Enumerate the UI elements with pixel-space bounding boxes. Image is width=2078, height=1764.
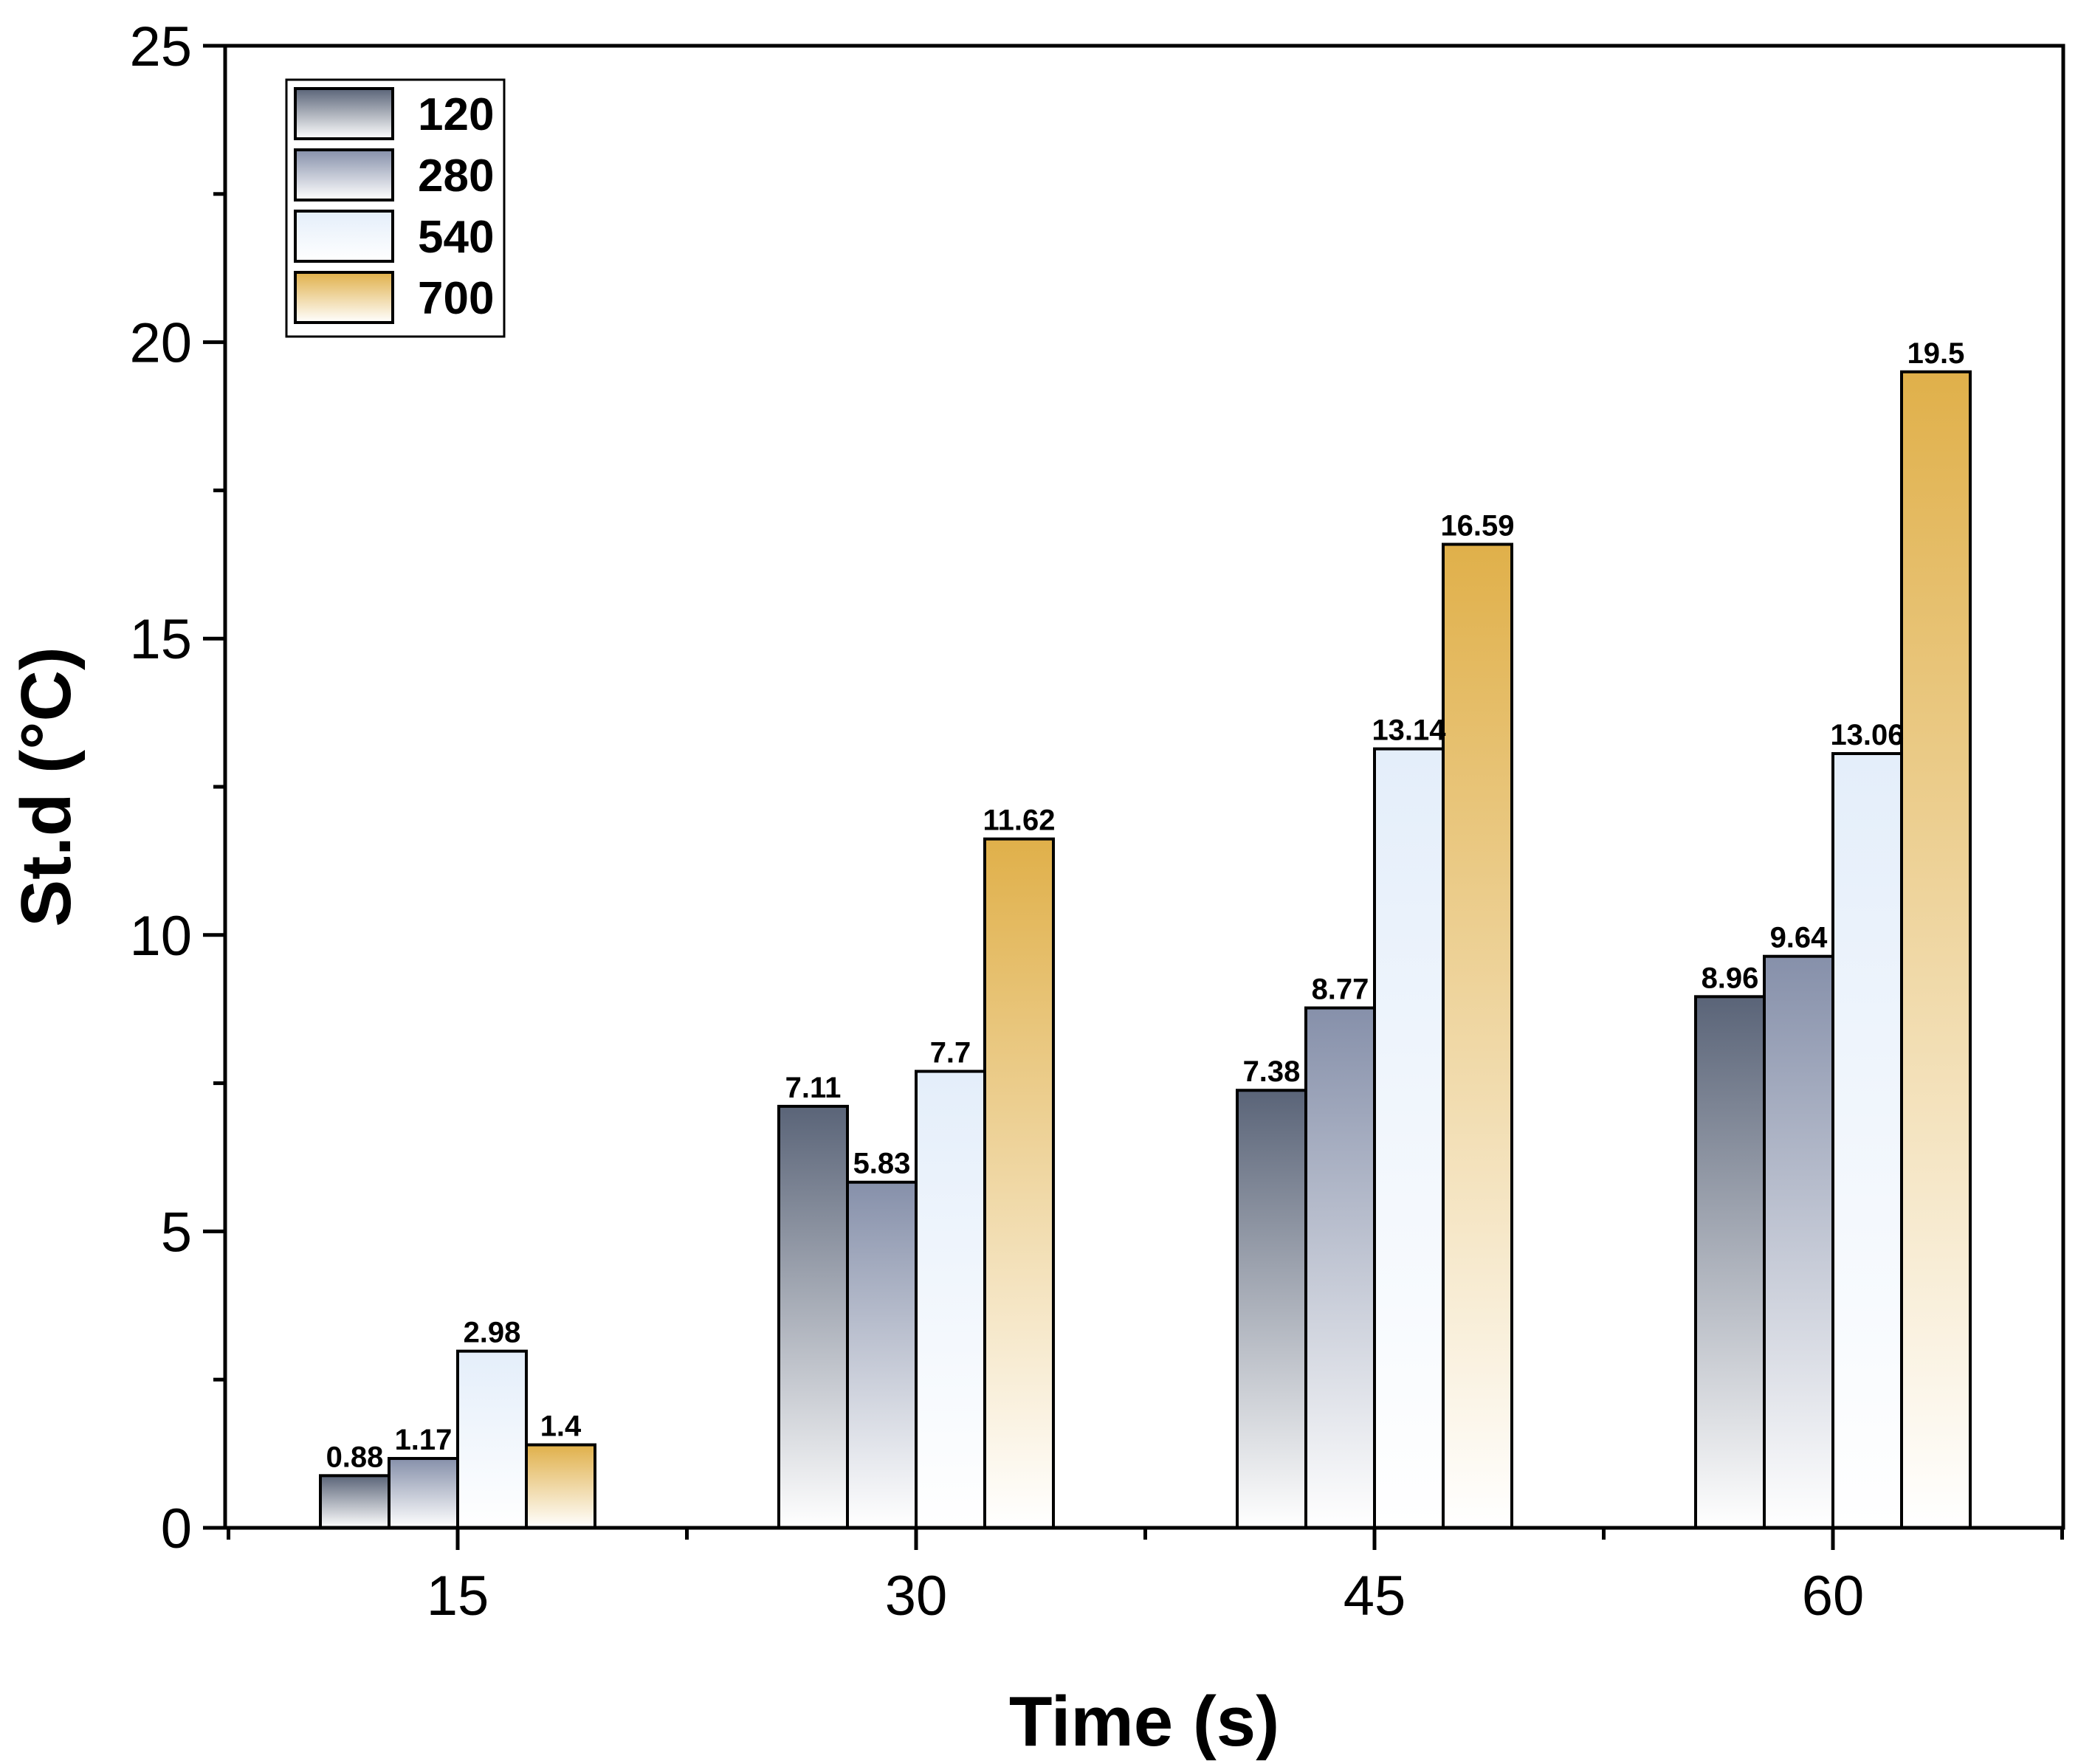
- bar-120-60: [1694, 995, 1766, 1529]
- bar-280-15: [388, 1457, 459, 1530]
- bars-layer: [319, 370, 1972, 1530]
- data-label-120-15: 0.88: [326, 1441, 384, 1473]
- legend-swatch-700: [294, 271, 394, 324]
- data-labels-layer: 0.88 1.17 2.98 1.4 7.11 5.83 7.7 11.62 7.38 8.77 1…: [326, 337, 1965, 1474]
- data-label-540-30: 7.7: [930, 1037, 971, 1069]
- data-label-120-45: 7.38: [1243, 1055, 1301, 1088]
- bar-280-30: [846, 1180, 918, 1529]
- y-tick-label: 25: [129, 15, 192, 78]
- bar-540-15: [456, 1349, 528, 1529]
- data-label-700-15: 1.4: [540, 1410, 582, 1443]
- y-tick-label: 5: [161, 1201, 192, 1264]
- bar-540-45: [1373, 747, 1445, 1529]
- y-tick-label: 15: [129, 608, 192, 671]
- bar-700-60: [1900, 370, 1972, 1529]
- bar-120-30: [777, 1104, 849, 1529]
- bar-540-30: [915, 1069, 986, 1529]
- x-axis-title: Time (s): [1009, 1682, 1279, 1761]
- data-label-700-45: 16.59: [1440, 509, 1514, 542]
- legend-swatch-540: [294, 210, 394, 263]
- bar-120-15: [319, 1474, 391, 1529]
- bar-700-45: [1442, 542, 1513, 1529]
- bar-280-45: [1304, 1006, 1376, 1529]
- bar-540-60: [1831, 752, 1903, 1530]
- data-label-540-15: 2.98: [464, 1317, 521, 1349]
- y-tick-label: 20: [129, 312, 192, 375]
- data-label-280-30: 5.83: [853, 1148, 911, 1180]
- legend-label-700: 700: [418, 273, 494, 324]
- y-axis-title: St.d (°C): [7, 647, 86, 927]
- legend-label-120: 120: [418, 89, 494, 140]
- data-label-120-60: 8.96: [1702, 962, 1759, 994]
- data-label-700-60: 19.5: [1907, 337, 1965, 370]
- data-label-280-60: 9.64: [1770, 922, 1828, 954]
- legend-swatch-280: [294, 148, 394, 201]
- legend-label-280: 280: [418, 151, 494, 201]
- data-label-700-30: 11.62: [983, 805, 1056, 837]
- data-label-120-30: 7.11: [785, 1072, 842, 1104]
- y-tick-label: 0: [161, 1498, 192, 1560]
- data-label-540-45: 13.14: [1372, 714, 1446, 747]
- legend-label-540: 540: [418, 212, 494, 263]
- legend: 120 280 540 700: [285, 78, 506, 338]
- data-label-280-45: 8.77: [1312, 974, 1369, 1006]
- x-tick-label-30: 30: [885, 1565, 948, 1627]
- bar-120-45: [1236, 1089, 1307, 1529]
- axes-layer: 0 5 10 15 20 25 15 30 45 60: [129, 15, 2065, 1627]
- x-tick-label-60: 60: [1802, 1565, 1865, 1627]
- bar-700-30: [983, 837, 1055, 1530]
- bar-700-15: [525, 1443, 596, 1529]
- data-label-280-15: 1.17: [395, 1424, 453, 1456]
- legend-swatch-120: [294, 87, 394, 140]
- x-tick-label-45: 45: [1344, 1565, 1406, 1627]
- data-label-540-60: 13.06: [1830, 719, 1904, 751]
- y-tick-label: 10: [129, 905, 192, 968]
- x-tick-label-15: 15: [427, 1565, 489, 1627]
- bar-280-60: [1763, 954, 1834, 1529]
